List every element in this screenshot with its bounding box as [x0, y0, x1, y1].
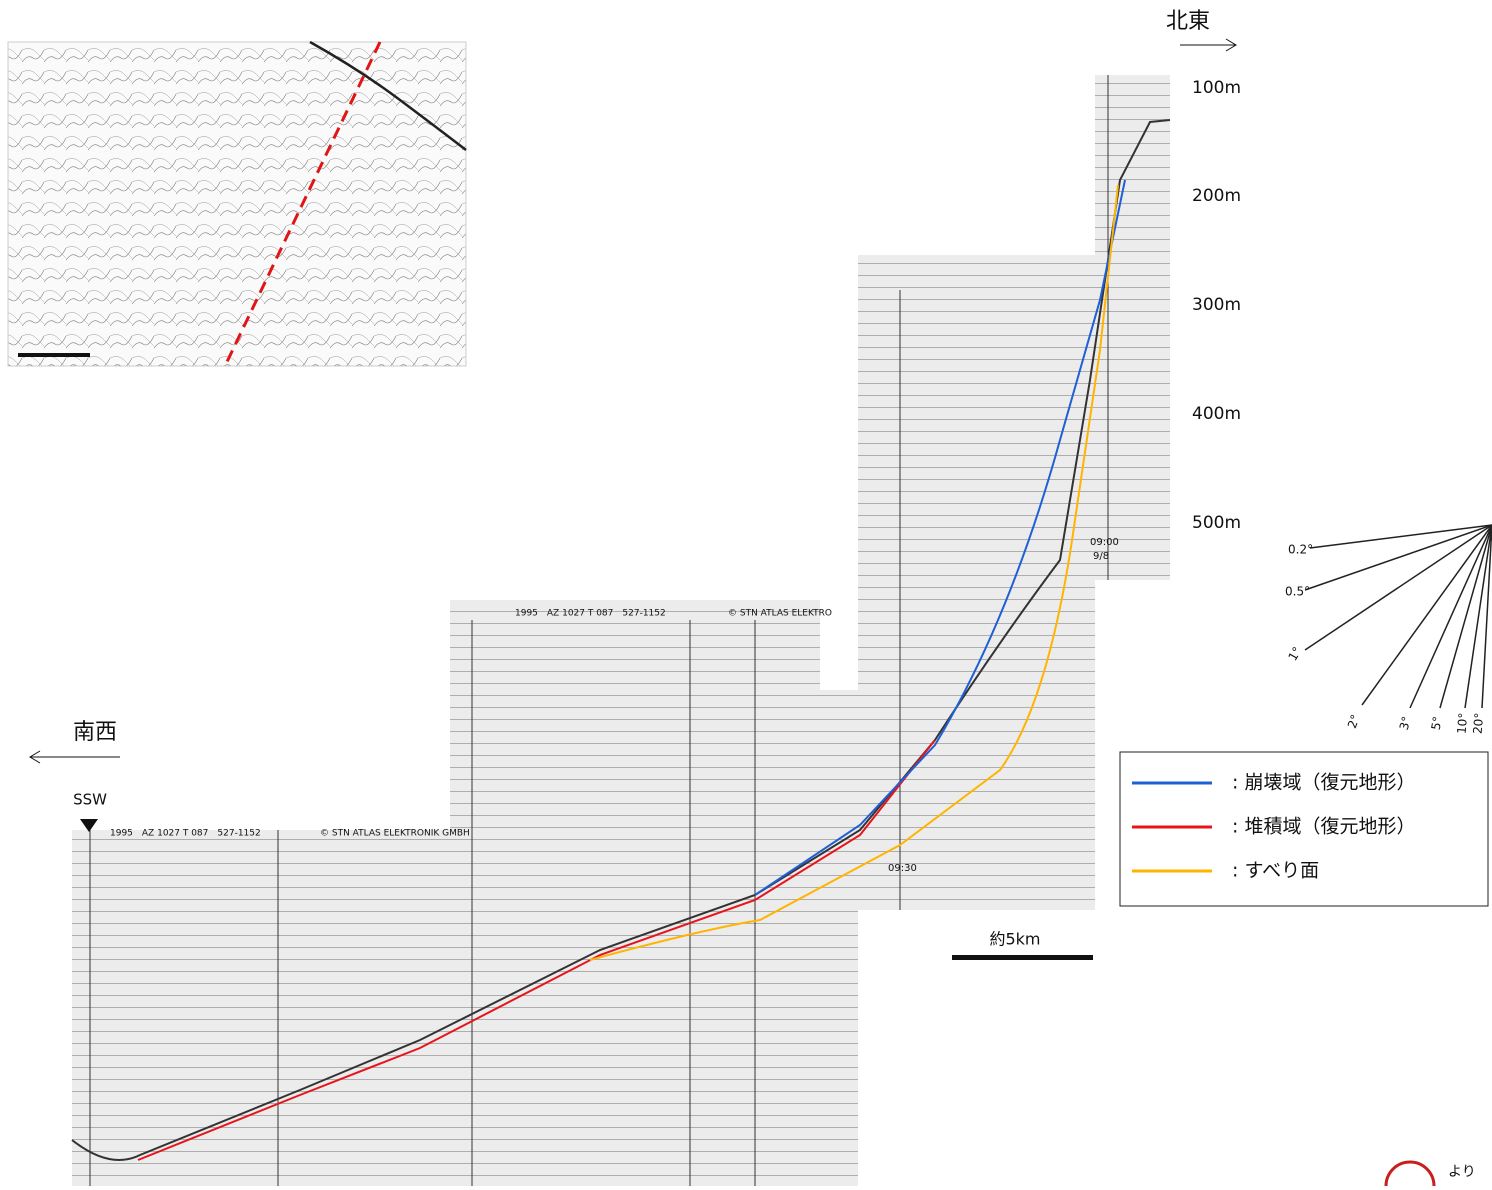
corner-note: より	[1448, 1164, 1476, 1180]
angle-label: 0.5°	[1285, 585, 1310, 599]
date-label: 9/8	[1093, 551, 1109, 562]
legend: : 崩壊域（復元地形） : 堆積域（復元地形） : すべり面	[1119, 751, 1489, 907]
direction-label: 北東	[1166, 9, 1210, 34]
angle-fan	[1304, 524, 1492, 709]
angle-label: 1°	[1286, 644, 1305, 663]
direction-arrow	[1180, 38, 1237, 52]
record-marks	[89, 75, 1109, 1186]
collapse-curve	[754, 179, 1126, 896]
angle-label: 0.2°	[1288, 543, 1313, 557]
record-panel	[72, 830, 452, 1186]
time-label: 09:00	[1090, 537, 1119, 548]
record-brand: © STN ATLAS ELEKTRO	[728, 609, 832, 619]
start-marker	[80, 819, 98, 832]
direction-label: 南西	[73, 720, 117, 745]
depth-label: 500m	[1192, 513, 1241, 533]
start-label: SSW	[73, 791, 107, 809]
deposition-curve	[137, 739, 936, 1161]
map	[7, 41, 467, 367]
scale-label: 約5km	[989, 930, 1040, 949]
map-scale-bar	[18, 353, 90, 357]
logo	[1384, 1160, 1436, 1190]
angle-label: 5°	[1429, 715, 1445, 731]
legend-label: : すべり面	[1232, 860, 1319, 882]
legend-label: : 堆積域（復元地形）	[1232, 816, 1415, 838]
record-header: 1995 AZ 1027 T 087 527-1152	[515, 609, 666, 619]
time-label: 09:30	[888, 863, 917, 874]
scale-bar	[952, 955, 1093, 960]
coastline	[309, 40, 467, 151]
depth-label: 300m	[1192, 295, 1241, 315]
record-panel	[1095, 75, 1170, 580]
legend-box	[1119, 751, 1489, 907]
angle-label: 10°	[1455, 712, 1471, 734]
angle-label: 3°	[1397, 715, 1414, 732]
depth-label: 100m	[1192, 78, 1241, 98]
record-header: 1995 AZ 1027 T 087 527-1152	[110, 829, 261, 839]
angle-label: 2°	[1345, 713, 1363, 731]
record-brand: © STN ATLAS ELEKTRONIK GMBH	[320, 829, 470, 839]
angle-label: 20°	[1471, 712, 1487, 734]
direction-arrow	[29, 750, 120, 764]
seafloor-echo	[71, 119, 1171, 1161]
survey-line	[223, 41, 382, 367]
record-panel	[858, 255, 1095, 910]
legend-label: : 崩壊域（復元地形）	[1232, 772, 1415, 794]
depth-label: 200m	[1192, 186, 1241, 206]
slip-surface-curve	[589, 184, 1119, 961]
record-panel	[820, 690, 858, 1186]
depth-label: 400m	[1192, 404, 1241, 424]
